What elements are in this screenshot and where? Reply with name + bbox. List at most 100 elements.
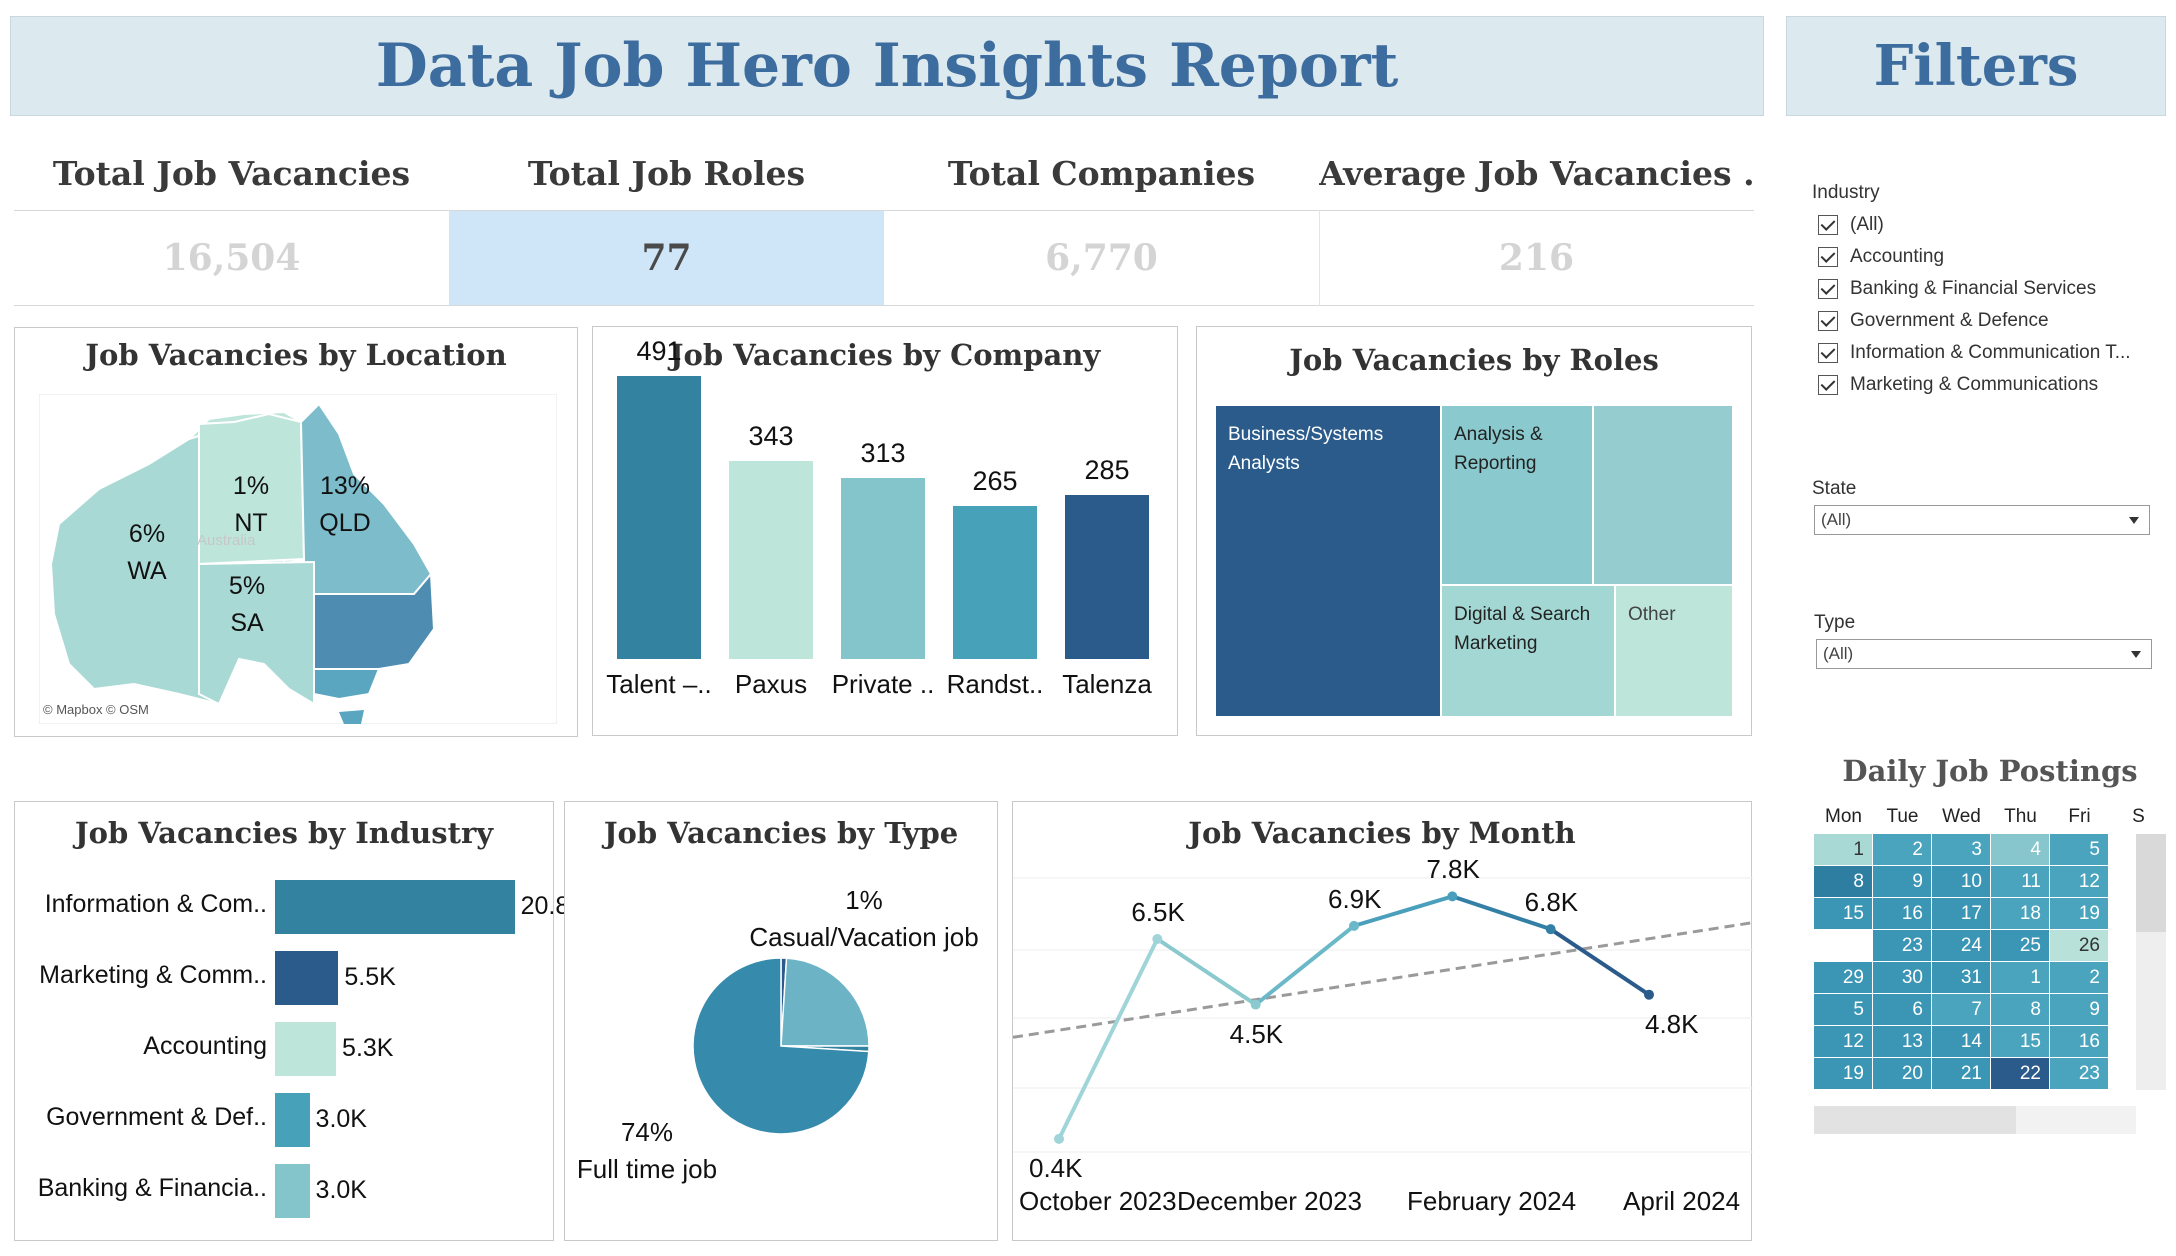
- checkbox-checked-icon[interactable]: [1818, 375, 1838, 395]
- calendar-day-cell[interactable]: 1: [1991, 962, 2049, 993]
- calendar-day-cell[interactable]: 1: [1814, 834, 1872, 865]
- region-tas[interactable]: [339, 710, 364, 724]
- calendar-day-cell[interactable]: 23: [2050, 1058, 2108, 1089]
- company-bar-value-label: 491: [636, 335, 682, 366]
- line-point[interactable]: [1644, 989, 1654, 1000]
- calendar-day-cell[interactable]: 20: [1873, 1058, 1931, 1089]
- treemap-analysis-reporting[interactable]: Analysis & Reporting: [1441, 405, 1593, 585]
- checkbox-checked-icon[interactable]: [1818, 247, 1838, 267]
- calendar-day-cell[interactable]: 15: [1814, 898, 1872, 929]
- region-vic[interactable]: [313, 668, 381, 701]
- treemap-business-systems-analysts[interactable]: Business/Systems Analysts: [1215, 405, 1441, 717]
- treemap-other[interactable]: Other: [1615, 585, 1733, 717]
- calendar-day-cell[interactable]: 8: [1991, 994, 2049, 1025]
- industry-checkbox-information[interactable]: Information & Communication T...: [1818, 339, 2131, 367]
- daily-postings-calendar[interactable]: Mon Tue Wed Thu Fri S 1 2 3 4 5 8 9 10 11 12 15 16 17 18 19 2…: [1814, 806, 2176, 1146]
- industry-checkbox-government[interactable]: Government & Defence: [1818, 307, 2049, 335]
- calendar-scroll-thumb[interactable]: [2136, 834, 2166, 932]
- kpi-total-job-vacancies[interactable]: Total Job Vacancies 16,504: [14, 140, 449, 306]
- kpi-average-job-vacancies[interactable]: Average Job Vacancies .. 216: [1319, 140, 1754, 306]
- australia-map[interactable]: [39, 394, 557, 724]
- line-point[interactable]: [1349, 920, 1359, 931]
- pie-slice[interactable]: [692, 957, 870, 1135]
- calendar-day-cell[interactable]: 29: [1814, 962, 1872, 993]
- company-bar[interactable]: [729, 461, 813, 659]
- region-wa-label: 6% WA: [127, 520, 167, 585]
- treemap-unlabeled-role[interactable]: [1593, 405, 1733, 585]
- calendar-day-cell[interactable]: 26: [2050, 930, 2108, 961]
- kpi-row: Total Job Vacancies 16,504 Total Job Rol…: [14, 140, 1754, 306]
- calendar-day-cell[interactable]: 19: [2050, 898, 2108, 929]
- calendar-day-cell[interactable]: 5: [1814, 994, 1872, 1025]
- calendar-day-cell[interactable]: 18: [1991, 898, 2049, 929]
- calendar-day-header: Fri: [2068, 806, 2091, 827]
- industry-bar[interactable]: [275, 880, 515, 934]
- pie-slice[interactable]: [780, 957, 870, 1047]
- line-point[interactable]: [1152, 933, 1163, 944]
- company-bar[interactable]: [617, 375, 701, 659]
- type-pie-chart: [692, 957, 870, 1135]
- state-dropdown[interactable]: (All): [1814, 505, 2150, 535]
- industry-bar[interactable]: [275, 1022, 337, 1076]
- checkbox-checked-icon[interactable]: [1818, 215, 1838, 235]
- industry-bar[interactable]: [275, 951, 339, 1005]
- calendar-day-cell[interactable]: 8: [1814, 866, 1872, 897]
- industry-checkbox-all[interactable]: (All): [1818, 211, 1884, 239]
- kpi-total-companies[interactable]: Total Companies 6,770: [884, 140, 1319, 306]
- calendar-day-cell[interactable]: 12: [2050, 866, 2108, 897]
- company-panel: Job Vacancies by Company 491 Talent –.. 34…: [592, 326, 1178, 736]
- calendar-day-cell[interactable]: 3: [1932, 834, 1990, 865]
- company-bar[interactable]: [1065, 494, 1149, 659]
- calendar-day-cell[interactable]: 4: [1991, 834, 2049, 865]
- company-bar[interactable]: [841, 478, 925, 659]
- industry-panel: Job Vacancies by Industry Information & …: [14, 801, 586, 1242]
- calendar-day-cell[interactable]: 19: [1814, 1058, 1872, 1089]
- industry-checkbox-banking[interactable]: Banking & Financial Services: [1818, 275, 2096, 303]
- line-point-label: 4.8K: [1645, 1008, 1699, 1039]
- kpi-value: 6,770: [884, 210, 1319, 306]
- calendar-day-cell[interactable]: 13: [1873, 1026, 1931, 1057]
- calendar-day-cell[interactable]: 23: [1873, 930, 1931, 961]
- calendar-day-cell[interactable]: 5: [2050, 834, 2108, 865]
- checkbox-checked-icon[interactable]: [1818, 311, 1838, 331]
- calendar-day-cell[interactable]: 10: [1932, 866, 1990, 897]
- calendar-day-cell[interactable]: 15: [1991, 1026, 2049, 1057]
- calendar-day-cell[interactable]: 14: [1932, 1026, 1990, 1057]
- treemap-digital-search-marketing[interactable]: Digital & Search Marketing: [1441, 585, 1615, 717]
- calendar-day-cell[interactable]: 2: [2050, 962, 2108, 993]
- line-point[interactable]: [1447, 891, 1458, 902]
- region-qld-label: 13% QLD: [319, 472, 371, 537]
- calendar-day-cell[interactable]: 24: [1932, 930, 1990, 961]
- calendar-day-cell[interactable]: 2: [1873, 834, 1931, 865]
- industry-bar-chart: Information & Com.. 20.8K Marketing & Comm…: [15, 802, 586, 1242]
- calendar-day-cell[interactable]: 17: [1932, 898, 1990, 929]
- line-point[interactable]: [1054, 1133, 1064, 1144]
- line-point-label: 6.9K: [1328, 883, 1382, 914]
- checkbox-checked-icon[interactable]: [1818, 343, 1838, 363]
- calendar-day-cell[interactable]: 25: [1991, 930, 2049, 961]
- calendar-day-cell[interactable]: 22: [1991, 1058, 2049, 1089]
- industry-bar[interactable]: [275, 1093, 310, 1147]
- calendar-day-cell[interactable]: 12: [1814, 1026, 1872, 1057]
- line-point[interactable]: [1250, 999, 1261, 1010]
- calendar-day-cell[interactable]: 9: [1873, 866, 1931, 897]
- company-bar[interactable]: [953, 506, 1037, 659]
- calendar-day-cell[interactable]: 16: [2050, 1026, 2108, 1057]
- kpi-total-job-roles[interactable]: Total Job Roles 77: [449, 140, 884, 306]
- calendar-day-cell[interactable]: 9: [2050, 994, 2108, 1025]
- calendar-day-cell[interactable]: [1814, 930, 1872, 961]
- calendar-day-cell[interactable]: 31: [1932, 962, 1990, 993]
- industry-bar[interactable]: [275, 1164, 310, 1218]
- calendar-day-cell[interactable]: 7: [1932, 994, 1990, 1025]
- calendar-day-cell[interactable]: 6: [1873, 994, 1931, 1025]
- checkbox-checked-icon[interactable]: [1818, 279, 1838, 299]
- industry-checkbox-marketing[interactable]: Marketing & Communications: [1818, 371, 2098, 399]
- calendar-day-cell[interactable]: 30: [1873, 962, 1931, 993]
- calendar-day-cell[interactable]: 11: [1991, 866, 2049, 897]
- industry-checkbox-accounting[interactable]: Accounting: [1818, 243, 1944, 271]
- kpi-value: 216: [1319, 210, 1754, 306]
- calendar-day-cell[interactable]: 21: [1932, 1058, 1990, 1089]
- type-dropdown[interactable]: (All): [1816, 639, 2152, 669]
- calendar-day-cell[interactable]: 16: [1873, 898, 1931, 929]
- line-point[interactable]: [1545, 924, 1556, 935]
